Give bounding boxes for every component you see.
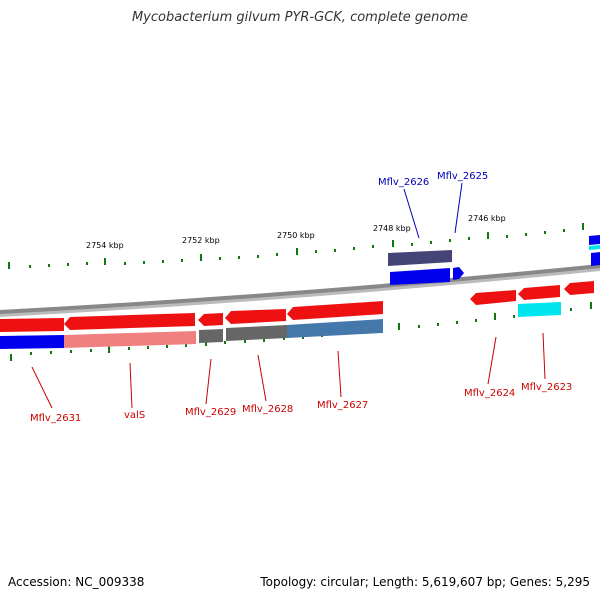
gene-vals-arrow	[64, 313, 195, 330]
ruler-ticks-upper	[8, 223, 584, 269]
analysis-bar-dark-2	[226, 325, 287, 341]
ruler-label-2754: 2754 kbp	[86, 241, 124, 250]
gene-label-mflv-2626: Mflv_2626	[378, 177, 429, 188]
gene-label-mflv-2623: Mflv_2623	[521, 382, 572, 393]
gene-label-mflv-2631: Mflv_2631	[30, 413, 81, 424]
ruler-label-2752: 2752 kbp	[182, 236, 220, 245]
gene-right-edge-top-cyan	[589, 245, 600, 250]
analysis-bar-pink	[64, 331, 196, 348]
ruler-label-2750: 2750 kbp	[277, 231, 315, 240]
gene-label-mflv-2624: Mflv_2624	[464, 388, 515, 399]
gene-mflv-2626-arrow	[390, 268, 450, 285]
leader-lines-reverse	[403, 182, 463, 239]
gene-mflv-2628-arrow	[225, 309, 286, 324]
gene-mflv-2624-arrow	[470, 290, 516, 305]
gene-label-mflv-2629: Mflv_2629	[185, 407, 236, 418]
ruler-label-2746: 2746 kbp	[468, 214, 506, 223]
gene-mflv-2623-arrow	[518, 285, 560, 300]
gene-label-vals: valS	[124, 410, 145, 421]
gene-mflv-2631-arrow	[0, 318, 64, 332]
genome-summary: Topology: circular; Length: 5,619,607 bp…	[260, 575, 590, 589]
analysis-bar-dark-1	[199, 329, 223, 343]
gene-label-mflv-2628: Mflv_2628	[242, 404, 293, 415]
leader-lines-forward	[31, 332, 546, 409]
accession-label: Accession: NC_009338	[8, 575, 145, 589]
map-title: Mycobacterium gilvum PYR-GCK, complete g…	[131, 10, 469, 25]
gene-label-mflv-2627: Mflv_2627	[317, 400, 368, 411]
analysis-bar-steel	[287, 319, 383, 338]
gene-right-edge-mid	[591, 252, 600, 266]
gene-right-edge-top	[589, 235, 600, 245]
gene-mflv-2625-arrow	[453, 267, 464, 280]
gene-right-edge-forward	[564, 281, 594, 295]
gene-mflv-2629-arrow	[198, 313, 223, 326]
analysis-bar-blue-left	[0, 335, 64, 349]
gene-mflv-2626-analysis-bar	[388, 250, 452, 266]
ruler-label-2748: 2748 kbp	[373, 224, 411, 233]
gene-mflv-2627-arrow	[287, 301, 383, 320]
backbone	[0, 264, 600, 314]
analysis-bar-cyan	[518, 302, 561, 317]
gene-label-mflv-2625: Mflv_2625	[437, 171, 488, 182]
